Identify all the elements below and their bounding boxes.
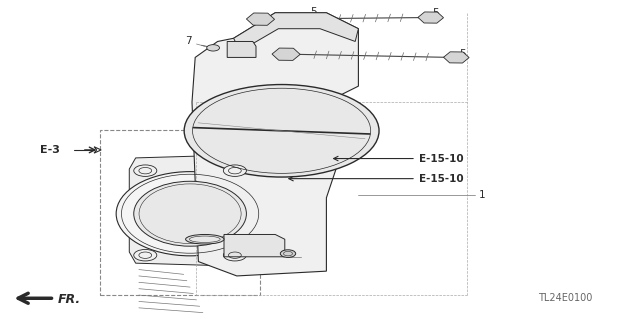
Text: 5: 5	[460, 48, 466, 59]
Circle shape	[134, 165, 157, 176]
Circle shape	[207, 45, 220, 51]
Text: 4: 4	[257, 41, 264, 51]
Text: 5: 5	[310, 7, 317, 17]
Circle shape	[223, 249, 246, 261]
Polygon shape	[234, 13, 358, 51]
Text: 7: 7	[186, 36, 192, 47]
Polygon shape	[129, 155, 251, 266]
Text: E-15-10: E-15-10	[419, 153, 464, 164]
Polygon shape	[224, 234, 285, 257]
Polygon shape	[227, 41, 256, 57]
Text: TL24E0100: TL24E0100	[538, 293, 592, 303]
Ellipse shape	[184, 85, 379, 177]
Bar	[100, 130, 260, 295]
Circle shape	[280, 250, 296, 257]
Text: 5: 5	[349, 45, 355, 56]
Text: 6: 6	[303, 252, 310, 263]
Circle shape	[223, 165, 246, 176]
Text: 3: 3	[170, 229, 176, 240]
Text: E-3: E-3	[40, 145, 60, 155]
Ellipse shape	[186, 234, 224, 244]
Polygon shape	[94, 147, 101, 153]
Text: FR.: FR.	[58, 293, 81, 306]
Text: 2: 2	[205, 242, 211, 252]
Ellipse shape	[134, 181, 246, 246]
Ellipse shape	[116, 172, 264, 256]
Text: 5: 5	[432, 8, 438, 19]
Polygon shape	[192, 13, 358, 276]
Text: E-15-10: E-15-10	[419, 174, 464, 184]
Circle shape	[134, 249, 157, 261]
Ellipse shape	[189, 236, 220, 242]
Text: 1: 1	[479, 189, 485, 200]
